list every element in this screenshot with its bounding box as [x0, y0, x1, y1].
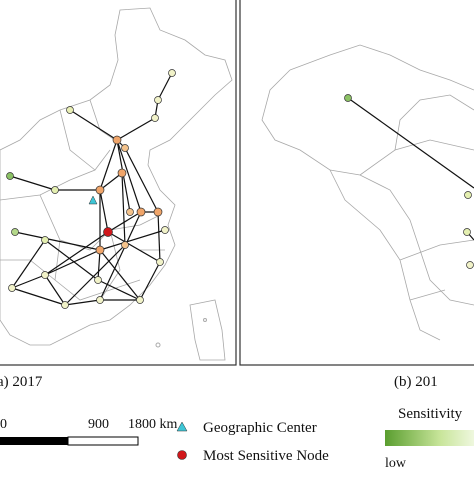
- colorbar: [385, 430, 474, 446]
- network-nodes: [6, 69, 176, 309]
- map-outline: [261, 44, 474, 341]
- geographic-center: [88, 195, 98, 205]
- network-nodes: [344, 94, 474, 269]
- map-outline: [0, 7, 233, 361]
- scale-label: 0: [0, 417, 7, 432]
- colorbar-label: low: [385, 456, 407, 471]
- network-edges: [9, 72, 173, 306]
- panel-label: (b) 201: [394, 374, 438, 390]
- legend-symbol: [177, 450, 187, 460]
- scale-label: 900: [88, 417, 109, 432]
- panel-label: a) 2017: [0, 374, 43, 390]
- scale-label: 1800 km: [128, 417, 178, 432]
- legend-label: Most Sensitive Node: [203, 448, 329, 464]
- colorbar-title: Sensitivity: [398, 406, 463, 422]
- legend-symbol: [176, 421, 188, 432]
- legend: Geographic Center Most Sensitive Node Se…: [176, 406, 474, 471]
- legend-label: Geographic Center: [203, 420, 317, 436]
- scale-bar: 0 900 1800 km: [0, 417, 178, 446]
- panel-frame: [0, 0, 237, 366]
- panel-frame: [239, 0, 474, 366]
